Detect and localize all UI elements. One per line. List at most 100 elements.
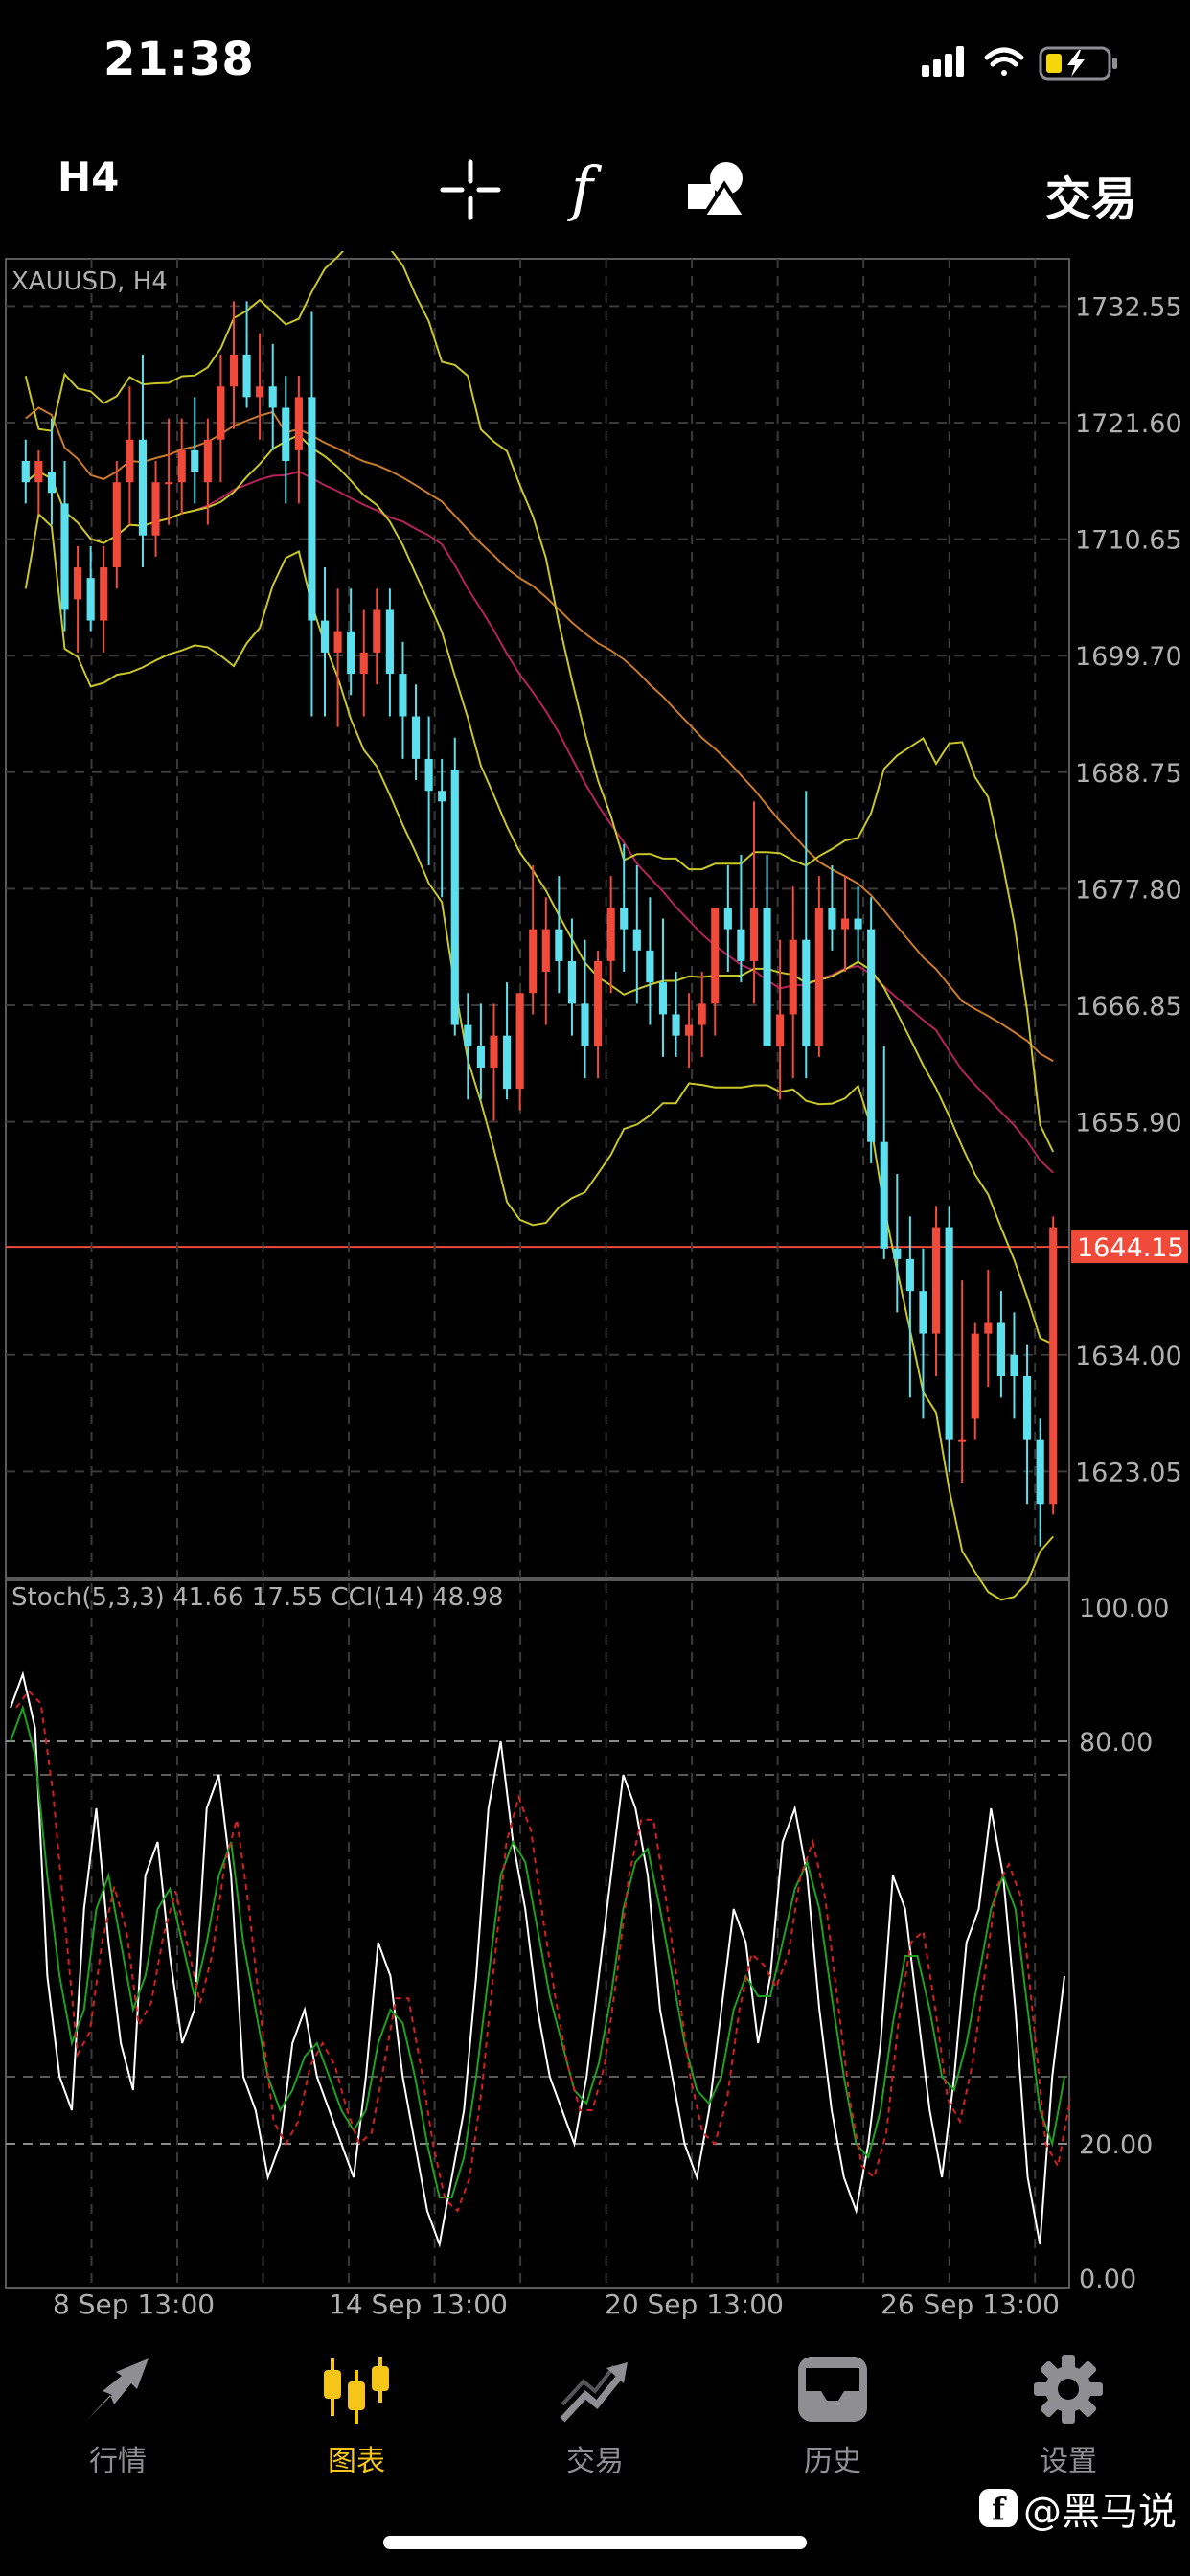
tab-label: 行情 — [89, 2445, 147, 2478]
time-axis-label: 8 Sep 13:00 — [53, 2288, 215, 2320]
chart-canvas[interactable]: 1732.55 1721.60 1710.65 1699.70 1688.75 1677.… — [0, 251, 1190, 2329]
tab-label: 图表 — [328, 2445, 385, 2478]
tab-settings[interactable]: 设置 — [996, 2353, 1140, 2479]
time-axis-label: 14 Sep 13:00 — [329, 2288, 508, 2320]
price-tick-label: 1699.70 — [1075, 642, 1182, 672]
candle — [854, 886, 862, 961]
tab-label: 设置 — [1040, 2445, 1097, 2478]
candle — [1049, 1216, 1058, 1515]
bollinger-upper — [24, 251, 1055, 1153]
candle — [529, 864, 538, 1015]
candle — [555, 876, 563, 994]
candle — [1022, 1344, 1032, 1505]
candle — [996, 1291, 1005, 1398]
candle — [282, 376, 290, 504]
candle — [931, 1206, 941, 1377]
candle — [256, 333, 264, 440]
candle — [476, 1003, 485, 1100]
candle — [776, 939, 785, 1100]
status-icons — [922, 46, 1117, 80]
price-tick-label: 1634.00 — [1075, 1342, 1182, 1371]
candle — [165, 418, 173, 525]
price-tick-label: 1732.55 — [1075, 292, 1182, 322]
candle — [646, 897, 654, 1025]
candle — [802, 791, 811, 1079]
candle — [490, 1003, 498, 1121]
timeframe-button[interactable]: H4 — [57, 153, 120, 200]
candle — [763, 854, 771, 1046]
stoch-tick-label: 100.00 — [1079, 1594, 1169, 1623]
fast-moving-average — [25, 470, 1054, 1174]
price-tick-label: 1677.80 — [1075, 875, 1182, 905]
candle — [632, 864, 641, 1004]
candle — [399, 641, 407, 759]
candle — [828, 864, 836, 951]
trade-button[interactable]: 交易 — [1044, 172, 1137, 226]
candle — [229, 301, 239, 429]
svg-text:f: f — [567, 155, 603, 222]
candle — [723, 864, 732, 973]
candle — [840, 876, 850, 973]
candle — [438, 758, 446, 898]
settings-gear-icon — [1034, 2355, 1103, 2424]
candle — [411, 684, 421, 781]
candle — [581, 939, 589, 1079]
quotes-arrows-icon — [87, 2358, 149, 2420]
candle — [450, 737, 459, 1036]
candle — [971, 1322, 979, 1440]
tab-quotes[interactable]: 行情 — [46, 2353, 190, 2479]
candle — [620, 843, 629, 973]
candle — [711, 908, 720, 1036]
candle — [100, 545, 108, 653]
candle — [191, 397, 199, 504]
watermark-text: @黑马说 — [1023, 2490, 1177, 2534]
candle — [74, 545, 82, 653]
facebook-icon: f — [979, 2489, 1018, 2527]
tab-chart[interactable]: 图表 — [285, 2353, 428, 2479]
battery-charging-icon — [1039, 46, 1117, 80]
tab-history[interactable]: 历史 — [761, 2353, 904, 2479]
candle — [919, 1248, 927, 1419]
candle — [151, 460, 160, 557]
candle — [333, 588, 342, 727]
price-tick-label: 1710.65 — [1075, 526, 1182, 556]
bollinger-lower — [24, 512, 1054, 1601]
candle — [308, 311, 316, 717]
candle — [502, 982, 512, 1100]
stoch-tick-label: 0.00 — [1079, 2265, 1136, 2294]
candle — [606, 876, 615, 994]
status-bar: 21:38 — [0, 0, 1190, 134]
bollinger-middle — [25, 433, 1054, 1346]
candle — [373, 588, 381, 685]
candle — [880, 1046, 888, 1259]
candle — [138, 354, 148, 568]
trade-trend-icon — [560, 2362, 628, 2423]
tab-label: 交易 — [566, 2445, 624, 2478]
objects-shapes-icon[interactable] — [686, 159, 749, 220]
candle — [268, 343, 277, 450]
crosshair-icon[interactable] — [439, 158, 502, 221]
current-price-label: 1644.15 — [1077, 1233, 1184, 1263]
home-indicator — [383, 2536, 807, 2549]
candle — [464, 993, 472, 1100]
price-tick-label: 1655.90 — [1075, 1109, 1182, 1138]
price-tick-label: 1666.85 — [1075, 992, 1182, 1022]
indicators-function-icon[interactable]: f — [565, 155, 615, 222]
cci-line — [10, 1704, 1065, 2198]
watermark: f @黑马说 — [979, 2480, 1177, 2536]
candle — [672, 972, 680, 1057]
indicator-title: Stoch(5,3,3) 41.66 17.55 CCI(14) 48.98 — [11, 1583, 504, 1612]
candle — [749, 801, 759, 1004]
candle — [594, 950, 603, 1079]
price-tick-label: 1623.05 — [1075, 1458, 1182, 1487]
chart-title: XAUUSD, H4 — [11, 267, 168, 296]
tab-label: 历史 — [804, 2445, 861, 2478]
candle — [359, 610, 368, 717]
candle — [867, 897, 876, 1163]
candle — [34, 449, 43, 515]
candle — [112, 460, 121, 589]
candle — [541, 897, 550, 1025]
candle — [47, 418, 57, 525]
tab-trade[interactable]: 交易 — [523, 2353, 667, 2479]
candle — [567, 918, 577, 1036]
